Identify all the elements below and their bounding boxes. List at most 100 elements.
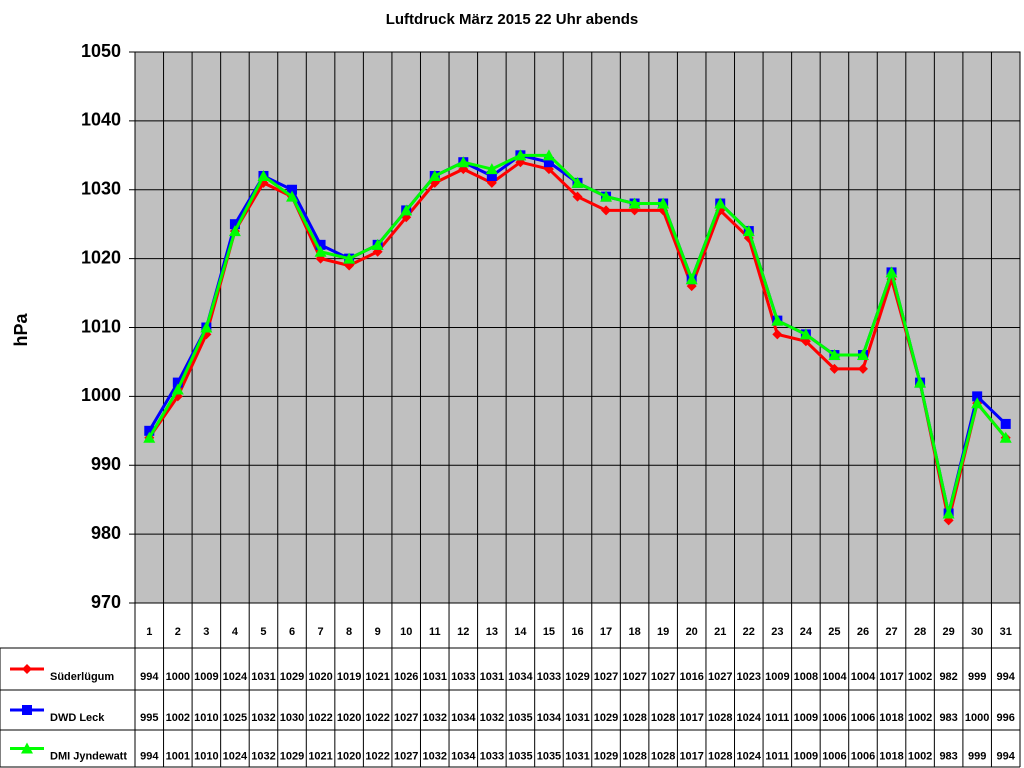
x-tick-label: 26 [857,626,869,638]
table-value: 994 [997,750,1016,762]
marker [999,431,1012,443]
table-value: 1027 [594,671,618,683]
marker [21,742,33,754]
table-value: 1009 [794,712,818,724]
table-value: 1034 [451,750,476,762]
marker [486,170,497,181]
x-tick-label: 9 [375,626,381,638]
marker [314,245,327,257]
table-value: 1029 [594,750,618,762]
marker [514,149,527,161]
marker [885,266,898,278]
chart-title: Luftdruck März 2015 22 Uhr abends [386,11,639,28]
x-tick-label: 25 [828,626,840,638]
marker [22,664,32,674]
table-value: 1022 [365,750,389,762]
table-value: 1029 [280,750,304,762]
table-value: 994 [140,750,159,762]
x-tick-label: 13 [486,626,498,638]
marker [742,225,755,237]
marker [371,238,384,250]
marker [542,149,555,161]
table-value: 1000 [166,671,190,683]
table-value: 1024 [737,712,762,724]
y-tick-label: 1000 [81,385,121,405]
table-value: 1028 [708,712,732,724]
x-tick-label: 12 [457,626,469,638]
marker [428,169,441,181]
x-tick-label: 6 [289,626,295,638]
marker [171,383,184,395]
x-tick-label: 4 [232,626,239,638]
table-value: 1002 [166,712,190,724]
x-tick-label: 27 [885,626,897,638]
marker [914,376,927,388]
x-tick-label: 8 [346,626,352,638]
table-value: 999 [968,750,986,762]
x-tick-label: 19 [657,626,669,638]
table-value: 1028 [651,750,675,762]
marker [143,431,156,443]
table-value: 996 [997,712,1015,724]
table-value: 1011 [765,712,789,724]
table-value: 1000 [965,712,989,724]
table-value: 1010 [194,750,218,762]
marker [257,169,270,181]
table-value: 1031 [565,712,589,724]
marker [657,197,670,209]
y-tick-label: 1050 [81,41,121,61]
marker [829,363,840,374]
x-tick-label: 14 [514,626,527,638]
marker [714,197,727,209]
y-tick-label: 990 [91,454,121,474]
y-tick-label: 970 [91,592,121,612]
table-value: 982 [939,671,957,683]
x-tick-label: 7 [318,626,324,638]
table-value: 1009 [765,671,789,683]
x-tick-label: 21 [714,626,726,638]
marker [856,349,869,361]
table-value: 1011 [765,750,789,762]
x-tick-label: 11 [429,626,441,638]
y-tick-label: 1040 [81,110,121,130]
marker [315,239,326,250]
table-value: 995 [140,712,158,724]
marker [1000,418,1011,429]
x-tick-label: 17 [600,626,612,638]
y-tick-label: 980 [91,523,121,543]
table-value: 1020 [337,712,361,724]
table-value: 1031 [251,671,275,683]
marker [685,273,698,285]
marker [772,329,783,340]
table-value: 1031 [423,671,447,683]
marker [200,321,213,333]
table-value: 1027 [394,750,418,762]
table-value: 1004 [822,671,847,683]
table-value: 1024 [223,671,248,683]
table-value: 1029 [280,671,304,683]
table-value: 1023 [737,671,761,683]
marker [144,425,155,436]
marker [571,176,584,188]
table-value: 1002 [908,671,932,683]
table-value: 1034 [508,671,533,683]
table-value: 1033 [537,671,561,683]
table-value: 1002 [908,712,932,724]
table-value: 1017 [679,712,703,724]
table-value: 1006 [851,750,875,762]
x-tick-label: 3 [203,626,209,638]
x-tick-label: 10 [400,626,412,638]
table-value: 1029 [594,712,618,724]
table-value: 1022 [308,712,332,724]
table-value: 1028 [708,750,732,762]
table-value: 983 [939,712,957,724]
table-value: 1009 [194,671,218,683]
x-tick-label: 5 [260,626,266,638]
table-value: 1032 [251,750,275,762]
table-value: 994 [140,671,159,683]
x-tick-label: 30 [971,626,983,638]
marker [457,156,470,168]
x-tick-label: 28 [914,626,926,638]
table-value: 1029 [565,671,589,683]
table-value: 1006 [822,750,846,762]
